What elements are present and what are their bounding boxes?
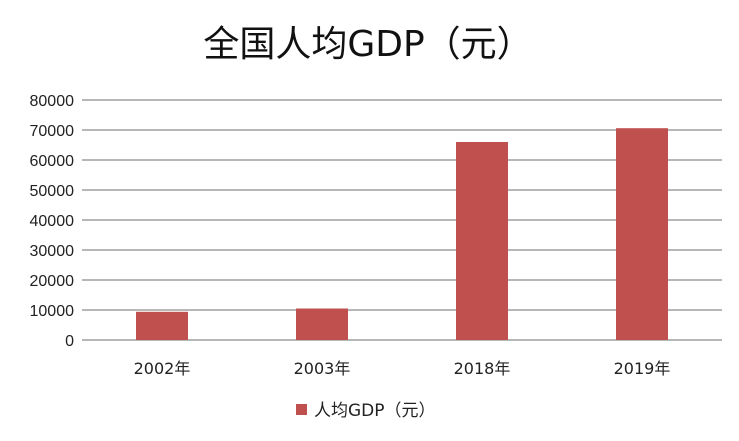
y-tick-label: 50000: [30, 183, 75, 200]
y-tick-label: 80000: [30, 93, 75, 110]
y-axis-ticks: 0 10000 20000 30000 40000 50000 60000 70000 8000…: [30, 93, 75, 350]
legend: 人均GDP（元）: [296, 401, 436, 421]
bars: [136, 128, 668, 340]
legend-label: 人均GDP（元）: [314, 401, 436, 421]
y-tick-label: 0: [65, 333, 74, 350]
y-tick-label: 20000: [30, 273, 75, 290]
x-category-label: 2002年: [134, 359, 191, 378]
y-tick-label: 30000: [30, 243, 75, 260]
legend-swatch: [296, 404, 307, 415]
bar: [456, 142, 508, 340]
y-tick-label: 40000: [30, 213, 75, 230]
bar: [296, 308, 348, 340]
x-category-label: 2019年: [614, 359, 671, 378]
x-category-label: 2018年: [454, 359, 511, 378]
bar: [616, 128, 668, 340]
gridlines: [82, 99, 722, 341]
chart-title: 全国人均GDP（元）: [203, 24, 532, 65]
y-tick-label: 70000: [30, 123, 75, 140]
y-tick-label: 60000: [30, 153, 75, 170]
x-axis-categories: 2002年 2003年 2018年 2019年: [134, 359, 671, 378]
x-category-label: 2003年: [294, 359, 351, 378]
bar: [136, 311, 188, 340]
y-tick-label: 10000: [30, 303, 75, 320]
